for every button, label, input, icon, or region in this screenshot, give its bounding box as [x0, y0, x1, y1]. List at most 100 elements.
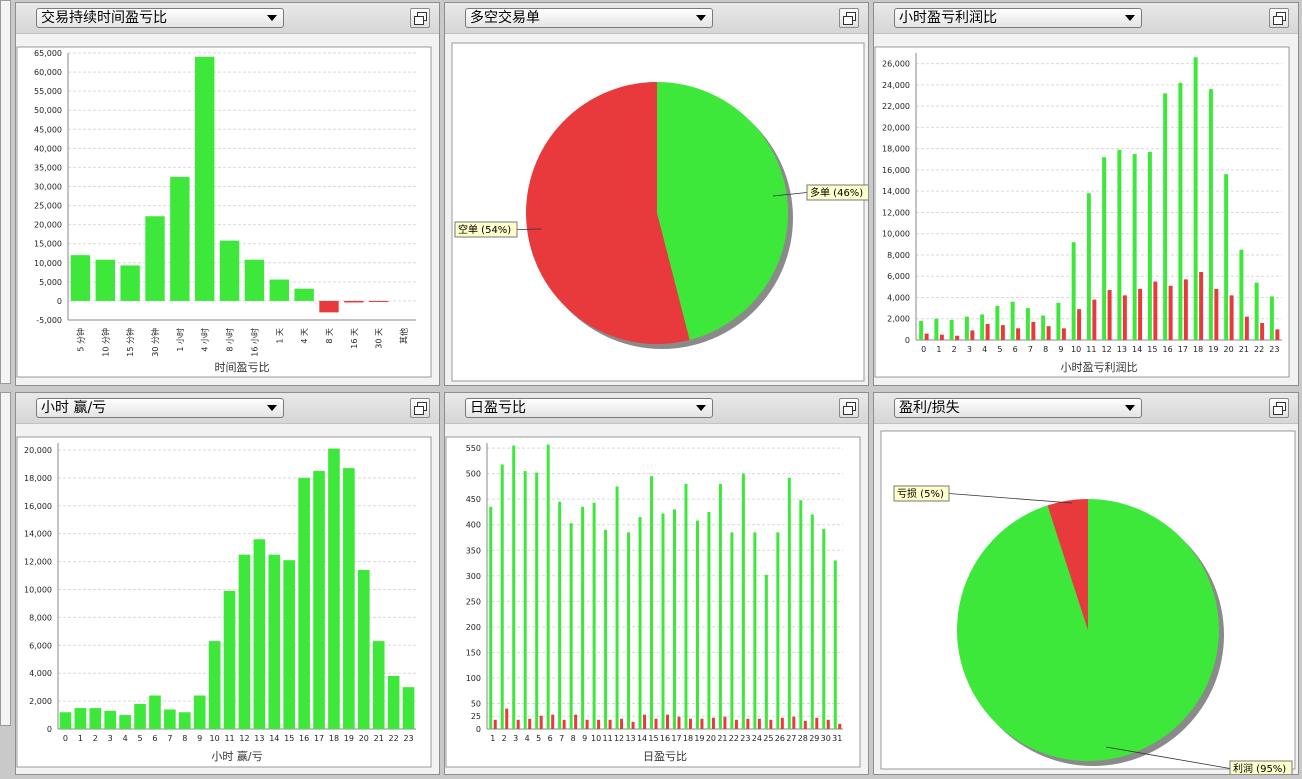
x-tick-label: 15 [648, 734, 658, 743]
x-tick-label: 13 [625, 734, 635, 743]
panel-profit-loss: 盈利/损失 利润 (95%) 亏损 (5%) [873, 392, 1299, 775]
bar [1199, 271, 1204, 340]
pie-leader-line [1105, 746, 1231, 769]
y-tick-label: 150 [466, 648, 481, 657]
y-tick-label: 400 [466, 521, 481, 530]
bar [688, 718, 692, 729]
x-tick-label: 4 [982, 345, 987, 354]
x-axis-title: 小时 赢/亏 [211, 749, 262, 763]
bar [592, 502, 596, 729]
bar [970, 330, 975, 340]
bar [1122, 295, 1127, 340]
bar [500, 464, 504, 729]
bar [1041, 315, 1046, 340]
bar [684, 483, 688, 729]
x-tick-label: 12 [614, 734, 624, 743]
y-tick-label: 6,000 [887, 272, 910, 281]
bar [523, 471, 527, 729]
chart-type-dropdown[interactable]: 交易持续时间盈亏比 [36, 8, 284, 28]
dropdown-selected-text: 多空交易单 [470, 10, 540, 26]
y-tick-label: 10,000 [882, 230, 910, 239]
bar [666, 714, 669, 729]
x-tick-label: 30 天 [375, 328, 384, 349]
y-tick-label: 25 [471, 712, 481, 721]
x-tick-label: 5 [997, 345, 1002, 354]
bar [620, 718, 624, 729]
y-tick-label: 2,000 [887, 315, 910, 324]
bar [1071, 242, 1076, 340]
bar [1168, 285, 1173, 340]
bar [149, 695, 161, 729]
bar [604, 529, 608, 729]
maximize-button[interactable] [839, 398, 859, 418]
bar [387, 675, 400, 729]
bar [1092, 299, 1097, 340]
pie-leader-line [948, 493, 1073, 504]
x-tick-label: 7 [167, 734, 172, 743]
y-tick-label: 450 [466, 495, 481, 504]
y-tick-label: 16,000 [882, 166, 910, 175]
bar [615, 486, 619, 729]
bar [178, 712, 191, 729]
x-tick-label: 3 [967, 345, 972, 354]
x-tick-label: 19 [694, 734, 704, 743]
x-tick-label: 18 [329, 734, 339, 743]
maximize-button[interactable] [410, 398, 430, 418]
bar [328, 448, 340, 729]
bar [357, 569, 370, 729]
x-axis-title: 时间盈亏比 [215, 361, 270, 374]
y-tick-label: 50 [471, 699, 481, 708]
bar [597, 719, 601, 729]
dropdown-caret-icon [696, 15, 706, 21]
bar [638, 517, 642, 729]
pie-slice [1047, 499, 1088, 630]
y-tick-label: 100 [466, 674, 481, 683]
x-tick-label: 2 [93, 734, 98, 743]
bar [707, 511, 711, 729]
pie-label: 空单 (54%) [458, 223, 511, 236]
x-tick-label: 13 [1117, 345, 1127, 354]
x-tick-label: 19 [344, 734, 354, 743]
bar [769, 719, 773, 729]
x-tick-label: 21 [374, 734, 384, 743]
y-tick-label: 45,000 [34, 125, 62, 134]
maximize-button[interactable] [1269, 398, 1289, 418]
x-tick-label: 12 [1102, 345, 1112, 354]
bar [170, 176, 190, 301]
chart-type-dropdown[interactable]: 多空交易单 [465, 8, 713, 28]
dropdown-selected-text: 日盈亏比 [470, 400, 526, 416]
y-tick-label: 15,000 [34, 240, 62, 249]
x-tick-label: 22 [1254, 345, 1264, 354]
y-tick-label: 2,000 [29, 697, 52, 706]
bar [539, 715, 543, 729]
bar [59, 712, 72, 729]
x-tick-label: 15 分钟 [125, 328, 135, 357]
bar [195, 56, 215, 301]
x-tick-label: 21 [1239, 345, 1249, 354]
bar [1244, 316, 1249, 340]
x-tick-label: 15 [284, 734, 294, 743]
pie-label-box [454, 221, 518, 238]
bar [803, 720, 807, 729]
bar [119, 715, 131, 729]
bar [551, 714, 555, 729]
x-tick-label: 10 [210, 734, 220, 743]
x-tick-label: 8 [1043, 345, 1048, 354]
bar [753, 532, 757, 729]
y-tick-label: 40,000 [34, 144, 62, 153]
bar [1046, 326, 1051, 340]
bar [1178, 82, 1183, 340]
chart-type-dropdown[interactable]: 小时盈亏利润比 [894, 8, 1142, 28]
chart-type-dropdown[interactable]: 盈利/损失 [894, 398, 1142, 418]
chart-type-dropdown[interactable]: 日盈亏比 [465, 398, 713, 418]
bar [1214, 288, 1219, 340]
maximize-button[interactable] [839, 8, 859, 28]
bar [343, 468, 355, 729]
bar [134, 703, 146, 729]
bar [746, 718, 750, 729]
maximize-button[interactable] [410, 8, 430, 28]
maximize-button[interactable] [1269, 8, 1289, 28]
chart-type-dropdown[interactable]: 小时 赢/亏 [36, 398, 284, 418]
x-tick-label: 27 [786, 734, 796, 743]
bar [164, 709, 176, 729]
